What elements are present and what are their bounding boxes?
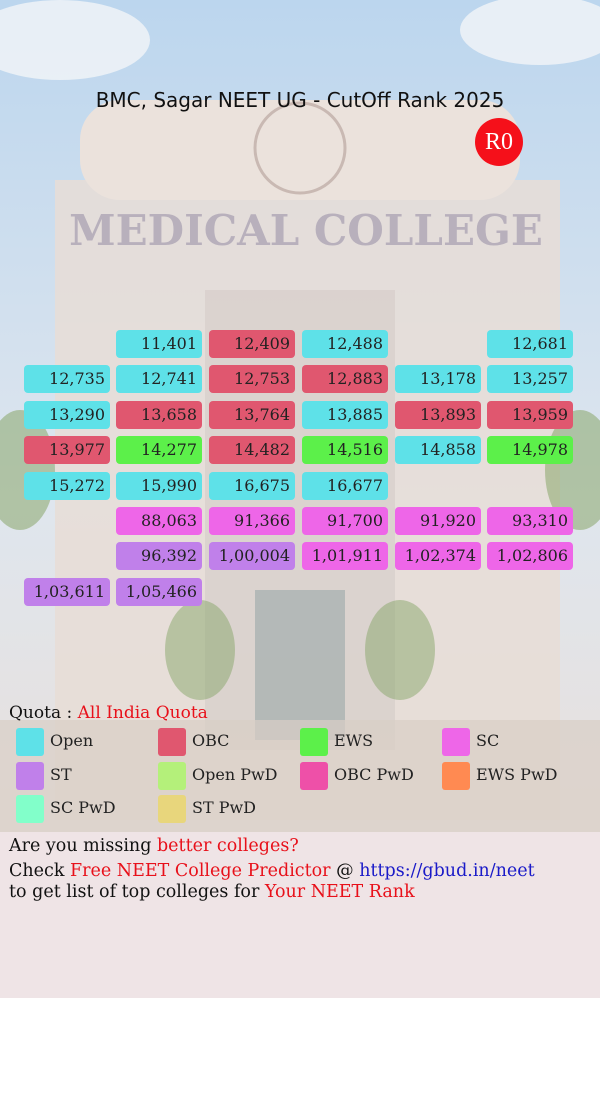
legend-label: EWS PwD — [476, 764, 558, 784]
text: Check — [9, 861, 65, 881]
legend-label: Open PwD — [192, 764, 278, 784]
legend-label: Open — [50, 731, 94, 750]
legend-swatch — [16, 761, 44, 790]
footer — [0, 832, 600, 998]
legend-swatch — [158, 795, 186, 823]
rank-cell: 13,885 — [302, 400, 388, 429]
rank-cell: 91,700 — [302, 507, 388, 535]
footer-line: Are you missing better colleges? — [9, 836, 299, 856]
rank-cell: 1,02,374 — [395, 542, 481, 571]
footer-line: Check Free NEET College Predictor @ http… — [9, 861, 535, 881]
legend-swatch — [16, 728, 44, 756]
rank-cell: 13,658 — [116, 400, 202, 429]
rank-cell: 15,272 — [24, 471, 110, 500]
rank-cell: 13,178 — [395, 365, 481, 394]
svg-text:MEDICAL COLLEGE: MEDICAL COLLEGE — [69, 206, 543, 255]
rank-cell: 15,990 — [116, 471, 202, 500]
legend-label: SC PwD — [50, 798, 116, 817]
legend-swatch — [300, 761, 328, 790]
rank-cell: 12,735 — [24, 365, 110, 394]
text: @ — [336, 861, 354, 881]
legend-label: ST — [50, 764, 72, 784]
rank-cell: 91,366 — [209, 507, 295, 535]
rank-cell: 12,488 — [302, 330, 388, 358]
rank-cell: 14,516 — [302, 436, 388, 465]
rank-cell: 93,310 — [487, 507, 573, 535]
legend-label: ST PwD — [192, 798, 257, 817]
rank-cell: 12,681 — [487, 330, 573, 358]
rank-cell: 13,764 — [209, 400, 295, 429]
legend-swatch — [16, 795, 44, 823]
legend-swatch — [158, 761, 186, 790]
rank-cell: 1,01,911 — [302, 542, 388, 571]
quota-label: Quota : — [9, 703, 73, 723]
rank-cell: 13,977 — [24, 436, 110, 465]
rank-cell: 14,858 — [395, 436, 481, 465]
rank-cell: 13,257 — [487, 365, 573, 394]
highlight: Your NEET Rank — [264, 882, 415, 902]
legend-label: EWS — [334, 731, 374, 750]
legend-label: SC — [476, 731, 500, 750]
title: BMC, Sagar NEET UG - CutOff Rank 2025 — [95, 88, 505, 112]
rank-cell: 13,959 — [487, 400, 573, 429]
rank-cell: 14,482 — [209, 436, 295, 465]
legend-label: OBC PwD — [334, 764, 414, 784]
rank-cell: 12,883 — [302, 365, 388, 394]
text: Are you missing — [9, 836, 152, 856]
legend-swatch — [442, 761, 470, 790]
rank-cell: 12,753 — [209, 365, 295, 394]
rank-cell: 13,290 — [24, 400, 110, 429]
rank-cell: 12,741 — [116, 365, 202, 394]
rank-cell: 14,978 — [487, 436, 573, 465]
legend-swatch — [442, 728, 470, 756]
round-badge: R0 — [475, 118, 523, 166]
link[interactable]: https://gbud.in/neet — [359, 861, 535, 881]
footer-line: to get list of top colleges for Your NEE… — [9, 882, 415, 902]
rank-cell: 11,401 — [116, 330, 202, 358]
highlight: Free NEET College Predictor — [70, 861, 331, 881]
rank-cell: 16,675 — [209, 471, 295, 500]
text: to get list of top colleges for — [9, 882, 260, 902]
legend-swatch — [300, 728, 328, 756]
rank-cell: 1,00,004 — [209, 542, 295, 571]
quota-value: All India Quota — [77, 703, 208, 723]
highlight: better colleges? — [156, 836, 299, 856]
quota: Quota : All India Quota — [9, 703, 208, 723]
rank-cell: 96,392 — [116, 542, 202, 571]
rank-cell: 91,920 — [395, 507, 481, 535]
rank-cell: 14,277 — [116, 436, 202, 465]
rank-cell: 13,893 — [395, 400, 481, 429]
legend-label: OBC — [192, 731, 230, 750]
legend-swatch — [158, 728, 186, 756]
rank-cell: 16,677 — [302, 471, 388, 500]
rank-cell: 1,02,806 — [487, 542, 573, 571]
rank-cell: 88,063 — [116, 507, 202, 535]
rank-cell: 1,03,611 — [24, 577, 110, 606]
rank-cell: 1,05,466 — [116, 577, 202, 606]
rank-cell: 12,409 — [209, 330, 295, 358]
